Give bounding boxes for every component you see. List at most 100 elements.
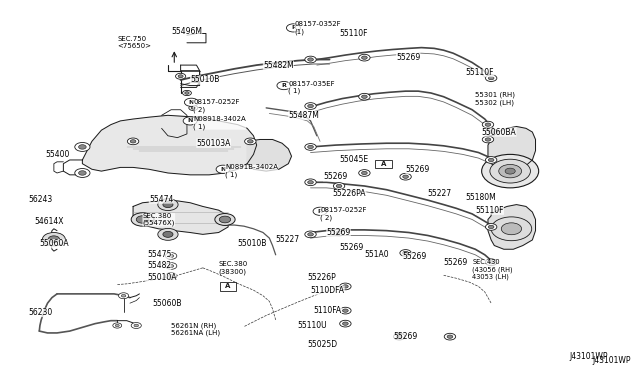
Text: N08918-3402A
( 1): N08918-3402A ( 1)	[193, 116, 246, 129]
Circle shape	[308, 105, 314, 108]
Text: N: N	[188, 118, 193, 124]
Circle shape	[191, 106, 195, 109]
Circle shape	[308, 58, 314, 61]
Circle shape	[79, 145, 86, 149]
Text: 55269: 55269	[396, 53, 420, 62]
Circle shape	[134, 324, 138, 327]
Circle shape	[396, 335, 402, 339]
Circle shape	[447, 335, 453, 339]
Circle shape	[358, 54, 370, 61]
Circle shape	[485, 123, 491, 126]
Text: 55269: 55269	[406, 165, 430, 174]
Text: 55269: 55269	[403, 252, 427, 261]
Circle shape	[165, 273, 177, 279]
Polygon shape	[133, 201, 228, 234]
Text: 56230: 56230	[29, 308, 52, 317]
Circle shape	[158, 228, 178, 240]
Circle shape	[485, 138, 491, 141]
Circle shape	[486, 224, 497, 230]
Circle shape	[336, 231, 342, 234]
Text: 55269: 55269	[393, 332, 417, 341]
Circle shape	[305, 103, 316, 109]
Text: 56243: 56243	[29, 195, 52, 203]
Circle shape	[183, 117, 197, 125]
Text: 55496M: 55496M	[171, 27, 202, 36]
Text: 55060BA: 55060BA	[482, 128, 516, 137]
Circle shape	[189, 105, 198, 110]
Text: 55227: 55227	[428, 189, 452, 198]
Text: SEC.380
(38300): SEC.380 (38300)	[219, 261, 248, 275]
Circle shape	[340, 320, 351, 327]
Circle shape	[362, 95, 367, 98]
Circle shape	[488, 77, 494, 80]
Circle shape	[333, 229, 345, 236]
Text: 55474: 55474	[149, 195, 173, 203]
Text: J43101WP: J43101WP	[593, 356, 631, 365]
Circle shape	[113, 323, 122, 328]
Circle shape	[168, 275, 173, 278]
Text: 55010B: 55010B	[190, 76, 220, 84]
Circle shape	[486, 259, 497, 266]
Circle shape	[313, 207, 327, 215]
Text: SEC.380
(55476X): SEC.380 (55476X)	[143, 213, 175, 226]
Text: R: R	[317, 209, 323, 214]
Circle shape	[340, 307, 351, 314]
Circle shape	[118, 293, 129, 299]
Circle shape	[394, 333, 405, 340]
Circle shape	[305, 179, 316, 186]
Circle shape	[488, 225, 494, 228]
FancyBboxPatch shape	[375, 160, 392, 168]
Text: 55475: 55475	[147, 250, 172, 259]
Circle shape	[400, 250, 412, 256]
Circle shape	[195, 78, 198, 81]
Circle shape	[486, 129, 497, 135]
Circle shape	[182, 90, 191, 96]
Circle shape	[333, 183, 345, 189]
Circle shape	[277, 81, 291, 90]
Polygon shape	[247, 140, 292, 171]
Polygon shape	[488, 126, 536, 169]
Text: 55301 (RH)
55302 (LH): 55301 (RH) 55302 (LH)	[476, 92, 515, 106]
Circle shape	[115, 324, 119, 327]
Text: 55010A: 55010A	[147, 273, 177, 282]
Circle shape	[342, 285, 348, 288]
Text: 550103A: 550103A	[196, 139, 231, 148]
Circle shape	[491, 217, 532, 241]
Circle shape	[165, 263, 177, 269]
Circle shape	[362, 56, 367, 60]
Text: 08157-0252F
( 2): 08157-0252F ( 2)	[320, 207, 367, 221]
Text: 56261N (RH)
56261NA (LH): 56261N (RH) 56261NA (LH)	[171, 322, 220, 336]
Circle shape	[336, 185, 342, 188]
Circle shape	[505, 168, 515, 174]
Circle shape	[75, 169, 90, 177]
Text: 55487M: 55487M	[289, 111, 319, 120]
Text: SEC.750
<75650>: SEC.750 <75650>	[117, 36, 151, 49]
Text: 08157-0352F
(1): 08157-0352F (1)	[294, 21, 341, 35]
Text: 55110F: 55110F	[466, 68, 494, 77]
Text: 08157-035EF
( 1): 08157-035EF ( 1)	[289, 81, 335, 94]
Text: N: N	[220, 167, 226, 172]
Text: 55110F: 55110F	[476, 206, 504, 215]
Circle shape	[358, 93, 370, 100]
Circle shape	[501, 223, 522, 235]
Text: 55482: 55482	[147, 262, 171, 270]
Text: SEC.430
(43056 (RH)
43053 (LH): SEC.430 (43056 (RH) 43053 (LH)	[472, 259, 513, 280]
Circle shape	[305, 144, 316, 150]
Text: 55482M: 55482M	[263, 61, 294, 70]
Circle shape	[131, 323, 141, 328]
Text: 55269: 55269	[339, 243, 364, 252]
Circle shape	[287, 24, 300, 32]
Circle shape	[305, 231, 316, 238]
Circle shape	[483, 136, 493, 143]
Circle shape	[400, 173, 412, 180]
Circle shape	[488, 260, 494, 264]
Text: 551A0: 551A0	[364, 250, 389, 259]
Circle shape	[483, 121, 493, 128]
Text: 55010B: 55010B	[237, 239, 267, 248]
Text: R: R	[291, 25, 296, 31]
Circle shape	[358, 170, 370, 176]
Circle shape	[163, 231, 173, 237]
Text: 5110DFA: 5110DFA	[310, 286, 344, 295]
Circle shape	[216, 165, 230, 173]
Circle shape	[244, 138, 256, 145]
